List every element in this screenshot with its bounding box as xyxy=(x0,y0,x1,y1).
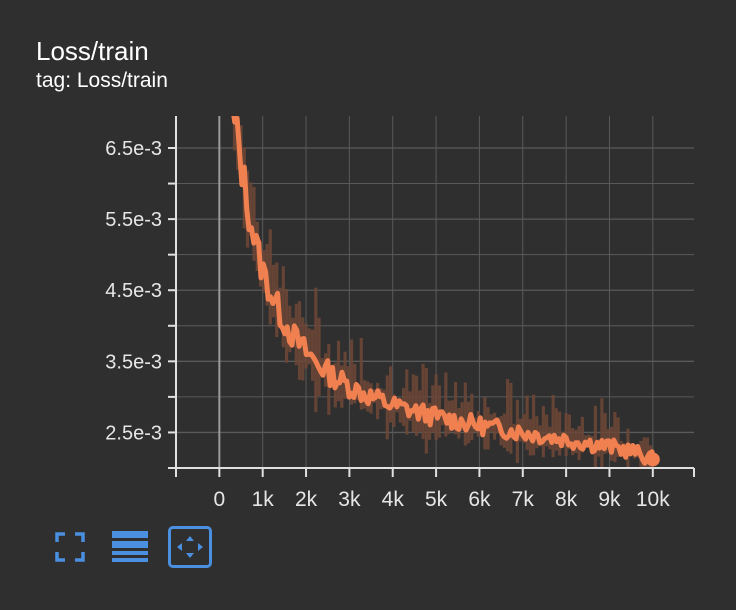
series-line-loss-train[interactable] xyxy=(231,105,656,466)
x-tick-label: 7k xyxy=(512,488,535,511)
fullscreen-icon xyxy=(55,532,85,562)
chart-title: Loss/train xyxy=(36,36,149,66)
chart-tag-subtitle: tag: Loss/train xyxy=(36,69,168,92)
x-tick-label: 5k xyxy=(425,488,448,511)
fit-domain-icon xyxy=(177,536,203,558)
x-tick-label: 9k xyxy=(598,488,621,511)
x-tick-label: 4k xyxy=(382,488,405,511)
fullscreen-button[interactable] xyxy=(48,526,92,568)
smoothed-series[interactable] xyxy=(231,105,656,466)
x-tick-label: 2k xyxy=(295,488,318,511)
y-tick-label: 6.5e-3 xyxy=(105,138,162,160)
axes: 2.5e-3 3.5e-3 4.5e-3 5.5e-3 6.5e-3 0 1k 2k 3k 4k 5… xyxy=(105,116,695,511)
fit-domain-button[interactable] xyxy=(168,526,212,568)
x-tick-label: 10k xyxy=(636,488,670,511)
chart-toolbar xyxy=(48,526,228,568)
data-table-icon xyxy=(112,531,148,562)
y-tick-label: 3.5e-3 xyxy=(105,351,162,373)
loss-chart[interactable]: 2.5e-3 3.5e-3 4.5e-3 5.5e-3 6.5e-3 0 1k 2k 3k 4k 5… xyxy=(0,0,736,520)
x-tick-label: 1k xyxy=(252,488,275,511)
series-endpoint-marker[interactable] xyxy=(645,452,660,467)
y-tick-label: 4.5e-3 xyxy=(105,280,162,302)
x-tick-label: 0 xyxy=(214,488,226,511)
x-tick-label: 8k xyxy=(555,488,578,511)
x-tick-label: 6k xyxy=(468,488,491,511)
x-tick-label: 3k xyxy=(338,488,361,511)
y-tick-label: 2.5e-3 xyxy=(105,422,162,444)
y-tick-label: 5.5e-3 xyxy=(105,209,162,231)
data-table-button[interactable] xyxy=(108,526,152,568)
